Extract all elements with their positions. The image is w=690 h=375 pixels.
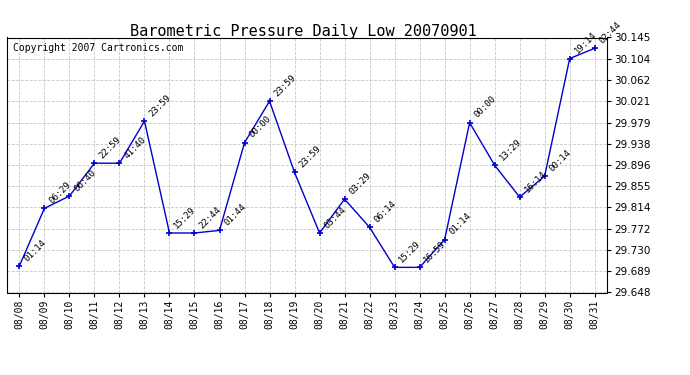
- Text: 06:14: 06:14: [373, 199, 397, 225]
- Text: 06:40: 06:40: [72, 168, 97, 193]
- Text: 06:29: 06:29: [47, 180, 72, 206]
- Text: 00:00: 00:00: [473, 94, 497, 120]
- Text: 15:29: 15:29: [172, 205, 197, 230]
- Text: 02:44: 02:44: [598, 20, 623, 45]
- Text: 01:14: 01:14: [22, 238, 48, 263]
- Text: 16:59: 16:59: [422, 239, 448, 265]
- Text: 22:59: 22:59: [97, 135, 123, 160]
- Text: 16:14: 16:14: [522, 169, 548, 194]
- Text: 00:14: 00:14: [547, 148, 573, 173]
- Text: 23:59: 23:59: [147, 93, 172, 118]
- Text: 23:59: 23:59: [297, 144, 323, 170]
- Text: Copyright 2007 Cartronics.com: Copyright 2007 Cartronics.com: [13, 43, 184, 52]
- Text: 23:59: 23:59: [273, 73, 297, 98]
- Text: 03:29: 03:29: [347, 171, 373, 196]
- Text: 01:14: 01:14: [447, 211, 473, 237]
- Text: 22:44: 22:44: [197, 205, 223, 230]
- Text: 01:44: 01:44: [222, 202, 248, 228]
- Text: 00:00: 00:00: [247, 114, 273, 140]
- Text: Barometric Pressure Daily Low 20070901: Barometric Pressure Daily Low 20070901: [130, 24, 477, 39]
- Text: 41:40: 41:40: [122, 135, 148, 160]
- Text: 19:14: 19:14: [573, 30, 598, 56]
- Text: 03:44: 03:44: [322, 205, 348, 230]
- Text: 13:29: 13:29: [497, 137, 523, 162]
- Text: 15:29: 15:29: [397, 239, 423, 265]
